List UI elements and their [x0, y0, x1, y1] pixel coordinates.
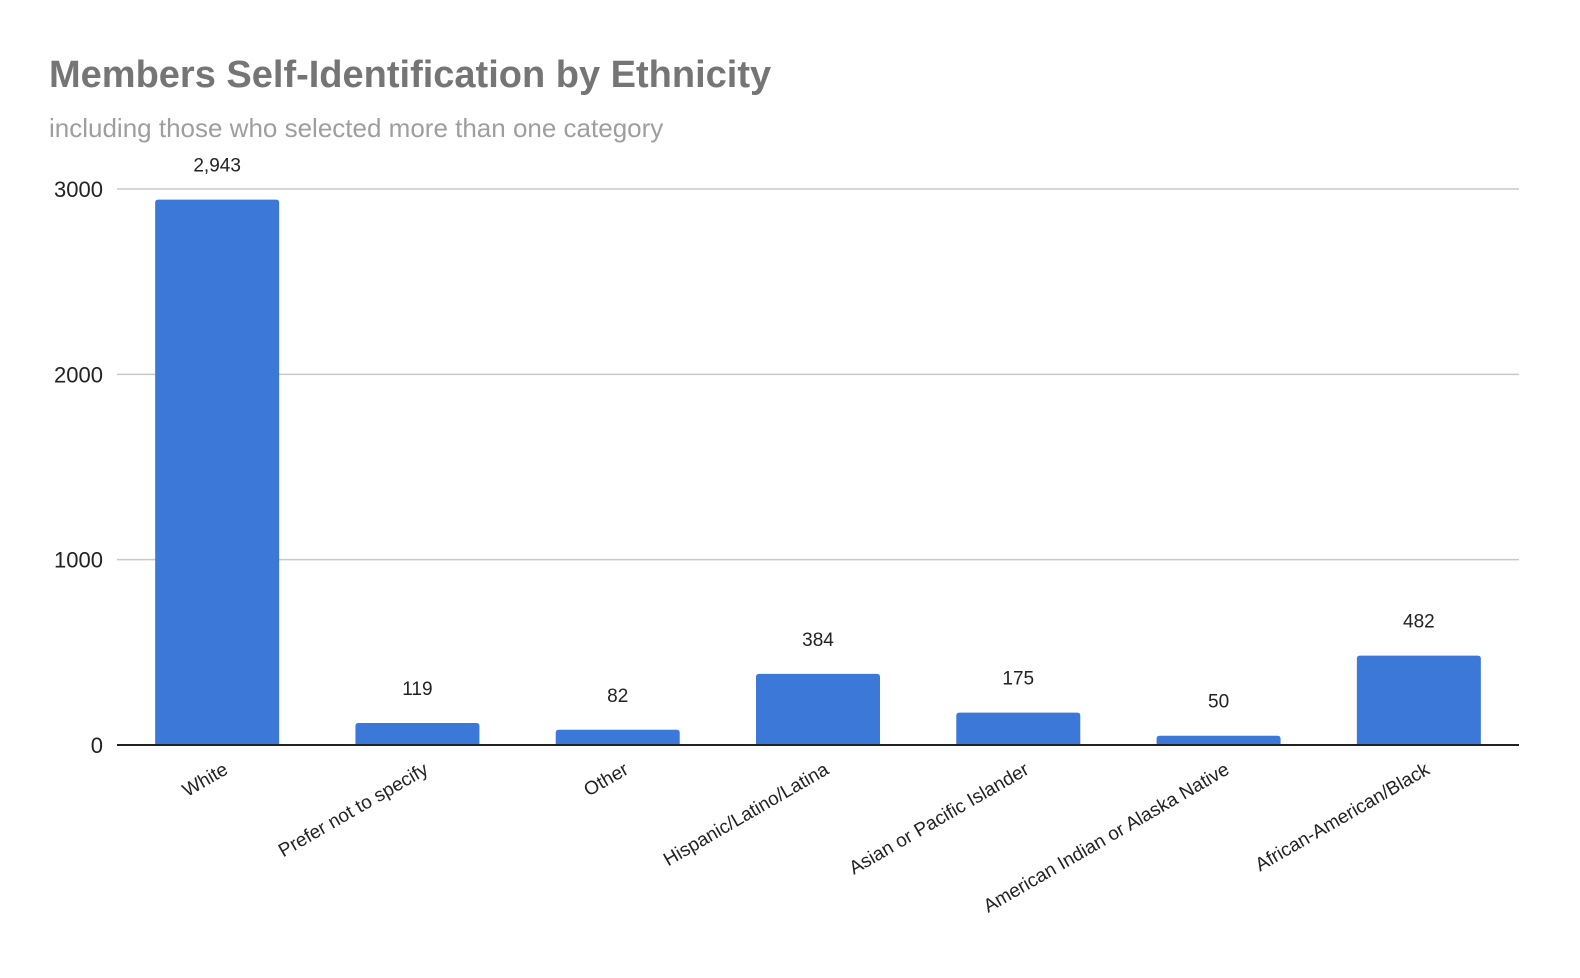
x-tick-label: White	[179, 759, 232, 801]
data-label: 119	[402, 679, 432, 700]
chart-subtitle: including those who selected more than o…	[49, 113, 663, 143]
x-tick-label: Prefer not to specify	[275, 759, 432, 862]
x-tick-label: Asian or Pacific Islander	[846, 759, 1034, 879]
bar	[555, 729, 680, 745]
y-axis-ticks: 0 1000 2000 3000	[54, 177, 103, 758]
data-label: 50	[1208, 692, 1229, 713]
data-label: 482	[1403, 612, 1435, 633]
bar	[1156, 735, 1281, 745]
y-tick-label: 0	[91, 733, 103, 758]
x-tick-label: Other	[581, 759, 633, 801]
x-axis-categories: White Prefer not to specify Other Hispanic/…	[179, 759, 1434, 917]
bar	[1356, 655, 1481, 745]
x-tick-label: African-American/Black	[1252, 759, 1434, 876]
y-tick-label: 2000	[54, 362, 103, 387]
bar	[756, 673, 880, 745]
bar	[355, 722, 480, 745]
y-tick-label: 3000	[54, 177, 103, 202]
data-label: 2,943	[193, 156, 241, 177]
x-tick-label: Hispanic/Latino/Latina	[660, 759, 833, 871]
y-tick-label: 1000	[54, 548, 103, 573]
gridlines	[117, 188, 1519, 561]
data-labels: 2,943 119 82 384 175 50 482	[193, 156, 1434, 713]
data-label: 384	[802, 630, 834, 651]
bar	[956, 712, 1081, 745]
bars	[155, 199, 1481, 746]
data-label: 82	[607, 686, 628, 707]
chart-title: Members Self-Identification by Ethnicity	[49, 54, 771, 96]
data-label: 175	[1002, 669, 1034, 690]
bar	[155, 199, 280, 746]
